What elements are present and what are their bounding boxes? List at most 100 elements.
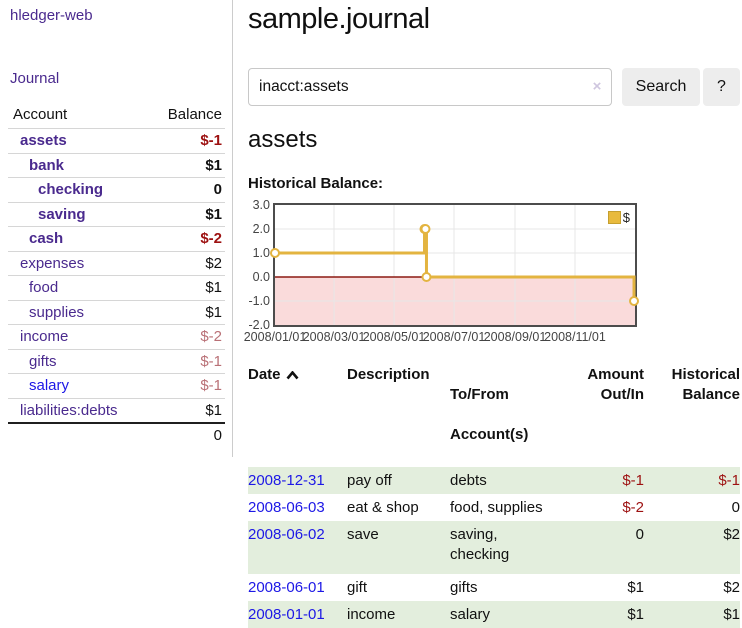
account-row-assets: assets $-1 xyxy=(8,128,225,153)
nav-journal-link[interactable]: Journal xyxy=(10,70,60,87)
account-balance: $-1 xyxy=(200,132,222,149)
balance-column-header: Balance xyxy=(167,106,222,123)
transaction-balance: $1 xyxy=(723,606,740,623)
accounts-header-line1: To/From xyxy=(450,386,509,403)
account-balance: $1 xyxy=(205,279,222,296)
accounts-header-line2: Account(s) xyxy=(450,426,529,443)
transaction-accounts: food, supplies xyxy=(450,499,543,516)
date-column-header[interactable]: Date xyxy=(248,363,347,467)
x-tick-label: 2008/01/01 xyxy=(243,330,307,344)
chart-plot-area: $ xyxy=(270,203,640,327)
chart-legend: $ xyxy=(607,210,630,225)
register-row: 2008-06-02 save saving, checking 0 $2 xyxy=(248,521,740,574)
account-row-bank: bank $1 xyxy=(8,152,225,178)
account-link[interactable]: income xyxy=(20,328,69,345)
sidebar: hledger-web Journal Account Balance asse… xyxy=(0,0,233,457)
search-form: × Search ? xyxy=(248,68,740,106)
accounts-column-header: Account xyxy=(13,106,68,123)
transaction-date-link[interactable]: 2008-01-01 xyxy=(248,606,325,623)
account-balance: $1 xyxy=(205,401,222,419)
transaction-description: eat & shop xyxy=(347,499,419,516)
clear-search-icon[interactable]: × xyxy=(592,78,602,95)
transaction-balance: $2 xyxy=(723,579,740,596)
x-tick-label: 2008/07/01 xyxy=(422,330,486,344)
transaction-date-link[interactable]: 2008-06-03 xyxy=(248,499,325,516)
amount-header-line1: Amount xyxy=(587,366,644,383)
legend-swatch-icon xyxy=(607,211,621,224)
account-row-supplies: supplies $1 xyxy=(8,299,225,325)
date-column-label: Date xyxy=(248,366,281,383)
x-tick-label: 2008/11/01 xyxy=(544,330,606,344)
transaction-amount: $-1 xyxy=(622,472,644,489)
accounts-table-header: Account Balance xyxy=(8,103,225,128)
transaction-description: gift xyxy=(347,579,368,596)
y-tick-label: 3.0 xyxy=(252,198,270,212)
transaction-date-link[interactable]: 2008-12-31 xyxy=(248,472,325,489)
y-tick-label: -1.0 xyxy=(248,294,270,308)
account-row-cash: cash $-2 xyxy=(8,226,225,251)
main-content: sample.journal × Search ? assets Histori… xyxy=(244,0,740,628)
account-link[interactable]: gifts xyxy=(29,352,57,370)
account-row-income: income $-2 xyxy=(8,324,225,349)
account-link[interactable]: food xyxy=(29,279,59,296)
historical-header-line2: Balance xyxy=(682,386,740,403)
account-balance: $2 xyxy=(205,254,222,272)
y-tick-label: -2.0 xyxy=(248,318,270,332)
register-row: 2008-06-01 gift gifts $1 $2 xyxy=(248,574,740,601)
account-link[interactable]: liabilities:debts xyxy=(20,401,118,419)
historical-balance-chart: 3.0 2.0 1.0 0.0 -1.0 -2.0 $ 2008/01/01 2008/03… xyxy=(244,198,740,348)
register-row: 2008-06-03 eat & shop food, supplies $-2… xyxy=(248,494,740,521)
account-balance: $1 xyxy=(205,156,222,174)
transaction-balance: $-1 xyxy=(718,472,740,489)
help-button[interactable]: ? xyxy=(703,68,740,106)
amount-header-line2: Out/In xyxy=(600,386,644,403)
account-balance: $1 xyxy=(205,303,222,321)
account-link[interactable]: bank xyxy=(29,156,65,174)
accounts-column-header: To/From Account(s) xyxy=(450,363,562,467)
accounts-total-row: 0 xyxy=(8,422,225,446)
accounts-table: Account Balance assets $-1 bank $1 check… xyxy=(8,103,225,446)
register-table: Date Description To/From Account(s) Amou… xyxy=(248,363,740,628)
account-balance: $1 xyxy=(205,205,222,223)
transaction-accounts: gifts xyxy=(450,579,478,596)
description-column-header: Description xyxy=(347,366,430,383)
transaction-date-link[interactable]: 2008-06-02 xyxy=(248,526,325,543)
y-tick-label: 1.0 xyxy=(252,246,270,260)
transaction-amount: $1 xyxy=(627,606,644,623)
account-link[interactable]: salary xyxy=(29,377,70,394)
brand-link[interactable]: hledger-web xyxy=(10,7,93,24)
chart-y-axis: 3.0 2.0 1.0 0.0 -1.0 -2.0 xyxy=(248,198,270,332)
account-row-food: food $1 xyxy=(8,275,225,300)
account-link[interactable]: supplies xyxy=(29,303,85,321)
register-row: 2008-12-31 pay off debts $-1 $-1 xyxy=(248,467,740,494)
search-button[interactable]: Search xyxy=(622,68,700,106)
account-link[interactable]: assets xyxy=(20,132,67,149)
account-link[interactable]: checking xyxy=(38,181,104,198)
x-tick-label: 2008/03/01 xyxy=(302,330,366,344)
transaction-amount: $-2 xyxy=(622,499,644,516)
page-title: sample.journal xyxy=(248,3,430,35)
transaction-amount: 0 xyxy=(635,526,644,543)
chart-canvas xyxy=(270,205,640,325)
register-row: 2008-01-01 income salary $1 $1 xyxy=(248,601,740,628)
historical-column-header: Historical Balance xyxy=(644,363,740,467)
account-balance: $-2 xyxy=(200,230,222,247)
accounts-total-value: 0 xyxy=(213,427,222,444)
account-row-saving: saving $1 xyxy=(8,201,225,227)
transaction-accounts: salary xyxy=(450,606,491,623)
account-balance: $-1 xyxy=(200,352,222,370)
account-link[interactable]: expenses xyxy=(20,254,85,272)
transaction-amount: $1 xyxy=(627,579,644,596)
transaction-balance: $2 xyxy=(723,526,740,543)
search-input[interactable] xyxy=(248,68,612,106)
account-link[interactable]: saving xyxy=(38,205,86,223)
transaction-accounts: debts xyxy=(450,472,487,489)
account-row-expenses: expenses $2 xyxy=(8,250,225,276)
x-tick-label: 2008/09/01 xyxy=(483,330,547,344)
chart-heading: Historical Balance: xyxy=(248,175,384,192)
account-row-liabilities-debts: liabilities:debts $1 xyxy=(8,397,225,423)
account-balance: 0 xyxy=(213,181,222,198)
x-tick-label: 2008/05/01 xyxy=(362,330,426,344)
transaction-description: income xyxy=(347,606,396,623)
account-link[interactable]: cash xyxy=(29,230,64,247)
